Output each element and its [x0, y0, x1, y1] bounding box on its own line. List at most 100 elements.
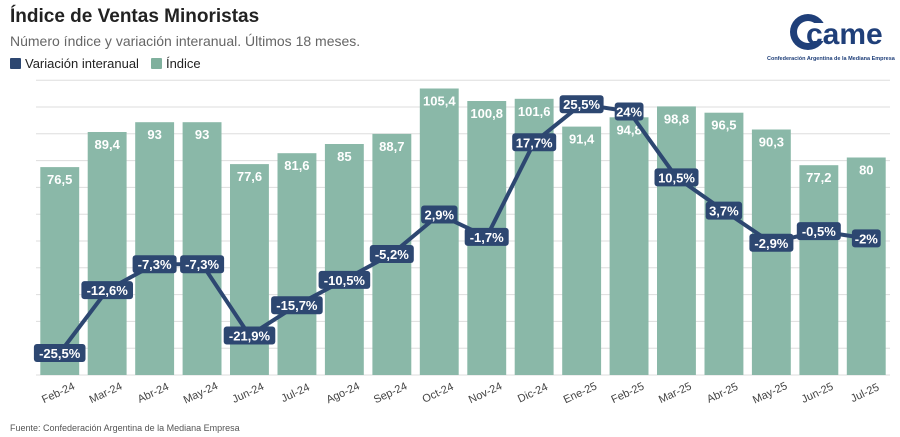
x-tick-label: Sep-24	[372, 380, 409, 406]
bar-ago-24	[324, 144, 364, 375]
x-axis: Feb-24 Mar-24 Abr-24 May-24 Jun-24 Jul-24 Ago-…	[40, 380, 881, 406]
bar-value-label: 94,8	[616, 122, 641, 137]
line-label-bg	[614, 102, 644, 121]
bar-value-label: 98,8	[664, 111, 689, 126]
bar-oct-24	[419, 88, 459, 375]
chart-subtitle: Número índice y variación interanual. Úl…	[10, 33, 361, 49]
line-point-label: 25,5%	[563, 97, 600, 112]
line-point-label: 2,9%	[424, 208, 454, 223]
line-label-bg	[851, 229, 881, 248]
line-label-bg	[796, 222, 841, 241]
legend-label-indice: Índice	[165, 56, 201, 71]
logo-tagline: Confederación Argentina de la Mediana Em…	[767, 56, 895, 62]
line-label-bg	[705, 201, 743, 220]
chart-title: Índice de Ventas Minoristas	[10, 6, 260, 27]
x-tick-label: Mar-24	[88, 380, 125, 406]
gridlines	[36, 79, 890, 376]
bar-abr-25	[704, 112, 744, 375]
x-tick-label: Abr-24	[136, 381, 171, 406]
x-tick-label: Ene-25	[562, 380, 599, 406]
bar-value-label: 85	[337, 149, 351, 164]
bar-mar-25	[657, 106, 696, 376]
bar-mar-24	[87, 132, 127, 375]
x-tick-label: Jun-25	[800, 381, 836, 406]
line-label-bg	[654, 168, 699, 187]
x-tick-label: Jul-24	[280, 382, 312, 406]
bar-series: 76,5 89,4 93 93 77,6 81,6 85 88,7 105,4 100,8 101,…	[40, 88, 886, 376]
logo-wordmark: came	[806, 18, 883, 51]
line-label-bg	[180, 255, 225, 274]
line-label-bg	[512, 133, 557, 152]
line-point-label: 17,7%	[516, 135, 553, 150]
line-point-label: -21,9%	[229, 329, 271, 344]
line-point-label: -5,2%	[375, 247, 409, 262]
x-tick-label: Abr-25	[705, 381, 740, 406]
line-point-label: -0,5%	[802, 224, 836, 239]
line-point-label: -2%	[855, 231, 879, 246]
bar-value-label: 100,8	[470, 106, 503, 121]
bar-value-label: 89,4	[95, 137, 121, 152]
line-label-bg	[271, 296, 323, 315]
bar-value-label: 96,5	[711, 118, 736, 133]
line-point-label: -7,3%	[138, 257, 172, 272]
line-point-label: -10,5%	[324, 273, 366, 288]
line-point-label: -2,9%	[754, 236, 788, 251]
x-tick-label: Oct-24	[421, 381, 456, 406]
bar-value-label: 80	[859, 163, 873, 178]
came-logo: came	[790, 14, 883, 51]
line-point-label: 10,5%	[658, 170, 695, 185]
bar-value-label: 90,3	[759, 135, 784, 150]
line-variacion-interanual	[57, 102, 869, 355]
bar-feb-25	[609, 117, 649, 376]
source-note: Fuente: Confederación Argentina de la Me…	[10, 423, 240, 433]
line-label-bg	[369, 245, 414, 263]
line-label-bg	[749, 233, 794, 252]
line-labels: -25,5% -12,6% -7,3% -7,3% -21,9% -15,7% -10,5%…	[33, 95, 881, 362]
bar-value-label: 77,6	[237, 169, 262, 184]
bar-ene-25	[562, 126, 602, 375]
line-label-bg	[33, 344, 86, 362]
bar-feb-24	[40, 167, 80, 375]
legend-item-indice: Índice	[150, 56, 201, 71]
x-tick-label: May-24	[182, 380, 220, 406]
x-tick-label: Jul-25	[849, 382, 881, 406]
line-point-label: -7,3%	[185, 257, 219, 272]
x-tick-label: May-25	[751, 380, 789, 406]
legend-label-variacion: Variación interanual	[25, 56, 139, 71]
x-tick-label: Nov-24	[467, 380, 504, 406]
bar-value-label: 105,4	[423, 94, 456, 109]
bar-may-24	[182, 122, 222, 375]
x-tick-label: Ago-24	[325, 380, 362, 406]
line-point-label: -15,7%	[276, 298, 318, 313]
bar-value-label: 101,6	[518, 104, 551, 119]
bar-value-label: 93	[147, 127, 161, 142]
bar-jul-25	[846, 157, 886, 375]
x-tick-label: Mar-25	[657, 380, 694, 406]
bar-value-label: 77,2	[806, 170, 831, 185]
x-tick-label: Feb-25	[609, 380, 646, 406]
line-point-label: -25,5%	[39, 346, 81, 361]
line-label-bg	[81, 281, 133, 300]
bar-value-label: 76,5	[47, 172, 72, 187]
line-label-bg	[132, 255, 177, 274]
line-label-bg	[318, 270, 371, 289]
legend-swatch-bar	[150, 58, 162, 69]
bar-value-label: 81,6	[284, 158, 309, 173]
line-label-bg	[559, 95, 604, 114]
bar-value-label: 93	[195, 127, 209, 142]
bar-jul-24	[277, 153, 317, 375]
line-point-label: 3,7%	[709, 204, 739, 219]
x-tick-label: Jun-24	[230, 381, 266, 406]
bar-value-label: 91,4	[569, 132, 595, 147]
line-label-bg	[223, 326, 276, 345]
x-tick-label: Feb-24	[40, 380, 77, 406]
line-label-bg	[421, 205, 458, 224]
line-point-label: 24%	[616, 105, 642, 120]
line-point-label: -12,6%	[87, 283, 129, 298]
legend: Variación interanual Índice	[10, 56, 213, 71]
bar-may-25	[751, 129, 791, 375]
line-label-bg	[464, 227, 509, 246]
legend-item-variacion: Variación interanual	[10, 56, 139, 71]
x-tick-label: Dic-24	[516, 381, 550, 405]
